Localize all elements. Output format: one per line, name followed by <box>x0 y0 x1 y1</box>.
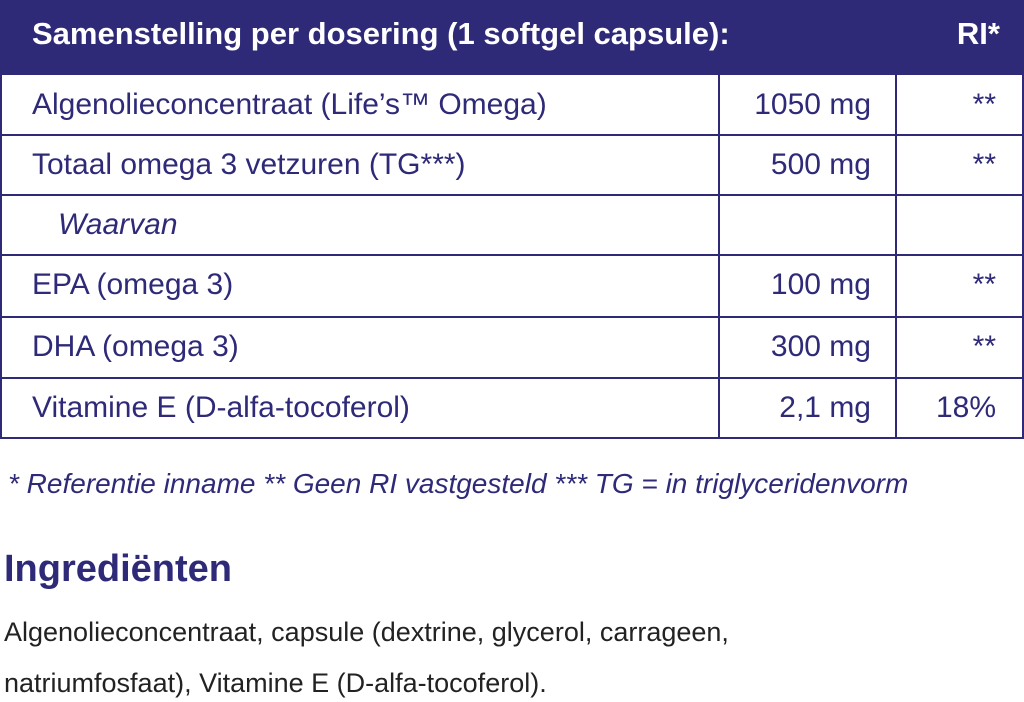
nutrient-name: Algenolieconcentraat (Life’s™ Omega) <box>32 88 547 121</box>
row-line <box>0 134 1024 136</box>
ri-value: ** <box>972 88 996 121</box>
row-line <box>0 254 1024 256</box>
amount: 2,1 mg <box>779 391 871 424</box>
row-line <box>0 437 1024 439</box>
ri-value: ** <box>972 268 996 301</box>
ri-value: ** <box>972 148 996 181</box>
nutrient-name: Waarvan <box>58 208 178 241</box>
row-line <box>0 316 1024 318</box>
footnote: * Referentie inname ** Geen RI vastgeste… <box>8 468 909 499</box>
amount: 300 mg <box>770 330 871 363</box>
header-ri: RI* <box>956 16 1000 51</box>
col-line <box>718 75 720 438</box>
ri-value: ** <box>972 330 996 363</box>
ingredients-title: Ingrediënten <box>4 548 233 590</box>
table-header: Samenstelling per dosering (1 softgel ca… <box>0 0 1024 75</box>
nutrient-name: EPA (omega 3) <box>32 268 234 301</box>
amount: 1050 mg <box>754 88 871 121</box>
col-line <box>0 75 2 438</box>
amount: 100 mg <box>770 268 871 301</box>
col-line <box>1022 75 1024 438</box>
amount: 500 mg <box>770 148 871 181</box>
ri-value: 18% <box>935 391 996 424</box>
nutrient-name: DHA (omega 3) <box>32 330 239 363</box>
row-line <box>0 194 1024 196</box>
ingredients-line: natriumfosfaat), Vitamine E (D-alfa-toco… <box>4 668 547 698</box>
row-line <box>0 377 1024 379</box>
nutrient-name: Vitamine E (D-alfa-tocoferol) <box>32 391 410 424</box>
ingredients-line: Algenolieconcentraat, capsule (dextrine,… <box>4 617 729 647</box>
nutrient-name: Totaal omega 3 vetzuren (TG***) <box>32 148 466 181</box>
header-label: Samenstelling per dosering (1 softgel ca… <box>32 16 730 51</box>
col-line <box>895 75 897 438</box>
